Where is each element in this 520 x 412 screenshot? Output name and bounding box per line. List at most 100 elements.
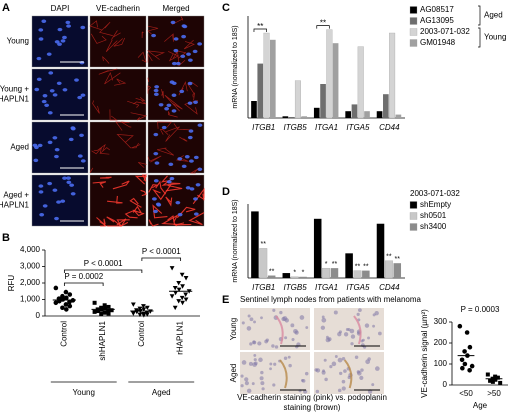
nucleus	[175, 200, 181, 205]
cell	[329, 365, 333, 369]
nucleus	[181, 34, 187, 39]
cell	[334, 355, 338, 358]
nucleus	[48, 71, 54, 75]
significance: **	[269, 268, 275, 275]
nucleus	[62, 88, 68, 92]
data-point	[96, 309, 101, 314]
cell	[378, 331, 382, 336]
data-point	[141, 304, 146, 309]
cell	[240, 384, 244, 388]
data-point	[173, 290, 178, 296]
nucleus	[54, 148, 60, 152]
micrograph	[89, 68, 147, 121]
cell	[253, 320, 256, 324]
stain	[104, 71, 121, 85]
micrograph	[147, 15, 205, 68]
bar	[330, 268, 339, 278]
cell	[272, 308, 276, 312]
cell	[331, 361, 337, 367]
nucleus	[153, 132, 159, 137]
data-point	[498, 380, 503, 385]
micrograph	[31, 15, 89, 68]
stain	[99, 147, 111, 155]
nucleus	[177, 212, 183, 217]
data-point	[102, 310, 107, 315]
stain	[164, 33, 174, 42]
data-point	[457, 323, 463, 329]
data-point	[64, 295, 69, 301]
cell	[304, 371, 309, 376]
legend-swatch	[409, 212, 418, 220]
nucleus	[173, 48, 179, 53]
cell	[337, 357, 343, 363]
stain	[343, 359, 353, 389]
data-point	[144, 305, 150, 311]
x-tick-label: CD44	[379, 283, 400, 292]
cell	[240, 374, 244, 378]
row-label: Aged	[10, 143, 29, 152]
data-point	[148, 309, 153, 314]
data-point	[109, 308, 114, 313]
data-point	[141, 307, 147, 312]
bar	[267, 275, 276, 278]
data-point	[141, 313, 147, 318]
row-label: Young +	[0, 85, 29, 94]
stain	[100, 218, 106, 227]
cell	[301, 378, 306, 383]
cell	[320, 325, 326, 330]
bar	[322, 267, 330, 279]
cell	[321, 370, 326, 375]
bar	[345, 111, 351, 118]
significance: **	[386, 254, 392, 261]
cell	[324, 377, 328, 382]
stain	[132, 205, 142, 213]
stain	[90, 33, 107, 44]
nucleus	[57, 42, 62, 46]
cell	[282, 316, 288, 321]
x-tick-label: ITGB1	[252, 123, 275, 132]
data-point	[183, 297, 189, 302]
nucleus	[170, 20, 176, 25]
data-point	[488, 378, 493, 383]
nucleus	[69, 183, 75, 187]
nucleus	[62, 176, 67, 180]
nucleus	[74, 78, 79, 82]
cell	[253, 358, 257, 362]
nucleus	[34, 87, 40, 92]
bar	[290, 276, 299, 279]
nucleus	[52, 93, 58, 97]
data-point	[137, 306, 143, 311]
stain	[165, 196, 173, 207]
nucleus	[68, 137, 74, 142]
cell	[253, 353, 257, 357]
stain	[164, 94, 183, 112]
stain	[98, 68, 118, 75]
cell	[269, 367, 272, 371]
nucleus	[193, 197, 198, 201]
data-point	[179, 295, 185, 301]
cell	[260, 316, 263, 320]
data-point	[180, 300, 185, 306]
y-axis-label: mRNA (normalized to 18S)	[232, 25, 239, 108]
stain	[275, 315, 284, 345]
x-tick-label: shHAPLN1	[98, 320, 107, 360]
significance: *	[293, 270, 296, 277]
stain	[106, 216, 122, 227]
y-axis-label: VE-cadherin signal (µm²)	[420, 309, 429, 398]
data-point	[469, 363, 475, 369]
nucleus	[177, 157, 183, 161]
y-tick-label: 4,000	[20, 245, 41, 254]
cell	[314, 368, 318, 372]
nucleus	[180, 54, 186, 59]
cell	[339, 371, 343, 376]
nucleus	[38, 184, 44, 188]
caption: staining (brown)	[284, 403, 341, 412]
nucleus	[182, 24, 188, 29]
stain	[127, 100, 140, 108]
nucleus	[41, 99, 47, 104]
column-header: Merged	[162, 4, 189, 13]
nucleus	[181, 164, 187, 169]
nucleus	[79, 60, 85, 65]
cell	[337, 388, 342, 393]
legend-label: GM01948	[420, 38, 456, 47]
